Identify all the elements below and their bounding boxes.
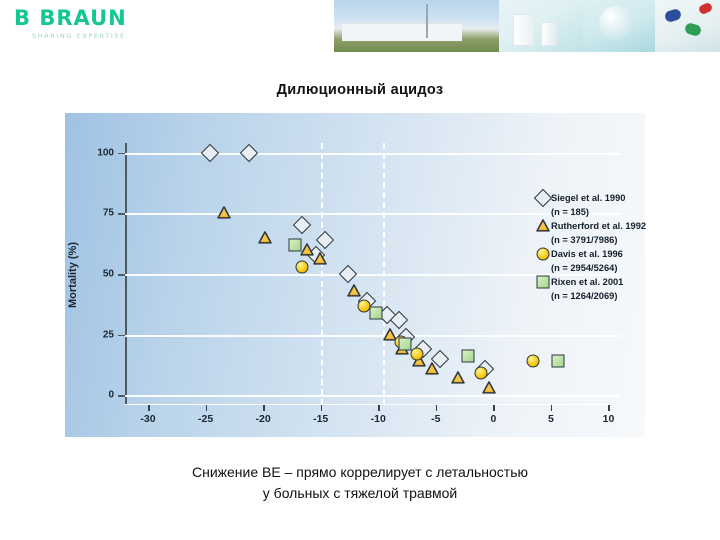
data-point	[258, 230, 273, 244]
x-axis-label: -20	[255, 413, 271, 425]
y-axis-label: 50	[102, 268, 114, 280]
data-point	[482, 381, 496, 394]
y-axis-title: Mortality (%)	[67, 242, 79, 308]
circle-marker-icon	[535, 247, 551, 261]
y-axis-tick	[118, 395, 125, 397]
capsules-photo	[655, 0, 720, 52]
red-capsule-icon	[697, 1, 714, 16]
legend-label: Siegel et al. 1990	[551, 193, 626, 203]
legend-item: Davis et al. 1996	[535, 247, 710, 261]
x-axis-label: -10	[370, 413, 386, 425]
logo-wordmark: B BRAUN	[14, 6, 127, 30]
diamond-marker-icon	[533, 188, 553, 208]
data-point	[551, 354, 565, 368]
gridline	[125, 213, 620, 216]
infusion-photo	[583, 0, 655, 52]
factory-photo	[334, 0, 499, 52]
data-point	[526, 354, 539, 368]
data-point	[410, 347, 424, 361]
legend-sample-size: (n = 2954/5264)	[551, 263, 618, 273]
data-point	[357, 299, 371, 313]
data-point	[461, 349, 475, 363]
caption-line-1: Снижение BE – прямо коррелирует с леталь…	[191, 464, 529, 480]
x-axis-label: -15	[313, 413, 329, 425]
y-axis-tick	[118, 152, 125, 155]
data-point	[450, 371, 465, 384]
gridline	[125, 274, 620, 276]
x-axis-label: -5	[431, 413, 441, 425]
gridline	[125, 395, 620, 398]
caption-line-2: у больных с тяжелой травмой	[262, 485, 458, 501]
triangle-marker-icon	[535, 219, 551, 233]
y-axis-tick	[118, 274, 125, 276]
gridline	[125, 334, 620, 337]
data-point	[288, 238, 302, 252]
chart-container: Mortality (%) 0 25 50 75 100 -30 -25 -20 -15 -10…	[65, 113, 646, 437]
x-axis-label: 10	[602, 413, 615, 425]
x-axis-tick	[608, 405, 610, 411]
data-point	[300, 242, 314, 256]
data-point	[411, 354, 426, 367]
x-axis-tick	[378, 405, 380, 411]
square-marker-icon	[535, 275, 551, 289]
legend-item: Rixen et al. 2001	[535, 275, 710, 289]
gridline	[125, 152, 620, 155]
data-point	[347, 284, 361, 297]
page-header: B BRAUN SHARING EXPERTISE	[0, 0, 720, 56]
brand-logo: B BRAUN SHARING EXPERTISE	[14, 8, 134, 42]
legend-sample-size: (n = 3791/7986)	[551, 235, 618, 245]
data-point	[474, 366, 488, 380]
data-point	[339, 264, 358, 284]
x-axis-label: -25	[197, 413, 214, 425]
data-point	[425, 361, 440, 375]
data-point	[398, 337, 412, 351]
data-point	[316, 230, 335, 250]
data-point	[200, 143, 220, 162]
logo-tagline: SHARING EXPERTISE	[32, 32, 126, 40]
data-point	[293, 216, 312, 235]
legend-item: Rutherford et al. 1992	[535, 219, 710, 233]
x-axis-label: -30	[140, 413, 156, 425]
y-axis-label: 25	[102, 329, 114, 341]
legend-item: Siegel et al. 1990	[533, 188, 710, 208]
y-axis-tick	[118, 213, 125, 215]
x-axis-label: 5	[548, 413, 554, 425]
chart-legend: Siegel et al. 1990 (n = 185) Rutherford et…	[533, 188, 710, 303]
legend-label: Davis et al. 1996	[551, 249, 623, 259]
data-point	[383, 327, 397, 341]
legend-sample-size: (n = 1264/2069)	[551, 291, 618, 301]
y-axis-label: 100	[97, 147, 114, 159]
x-axis-tick	[263, 405, 265, 411]
x-axis-tick	[148, 405, 150, 411]
y-axis-tick	[118, 334, 125, 337]
x-axis-label: 0	[490, 413, 497, 425]
y-axis-label: 75	[102, 207, 114, 219]
x-axis-tick	[493, 405, 495, 411]
dashed-line-right	[382, 143, 385, 405]
x-axis-tick	[320, 405, 323, 411]
dashed-line-left	[320, 143, 323, 405]
data-point	[240, 143, 259, 162]
data-point	[312, 252, 327, 266]
x-axis-line	[125, 403, 620, 405]
x-axis-tick	[435, 405, 438, 411]
bottles-photo	[499, 0, 583, 52]
slide-caption: Снижение BE – прямо коррелирует с леталь…	[0, 462, 720, 504]
data-point	[217, 206, 231, 219]
legend-sample-size: (n = 185)	[551, 207, 589, 217]
data-point	[369, 306, 383, 320]
legend-label: Rixen et al. 2001	[551, 277, 624, 287]
data-point	[295, 260, 309, 274]
header-photo-strip	[334, 0, 720, 52]
plot-area: 0 25 50 75 100 -30 -25 -20 -15 -10 -5 0 5 10 Siegel …	[97, 143, 646, 425]
page-title: Дилюционный ацидоз	[276, 82, 444, 98]
x-axis-tick	[550, 405, 553, 411]
y-axis-label: 0	[108, 389, 114, 401]
x-axis-tick	[205, 405, 208, 411]
legend-label: Rutherford et al. 1992	[551, 221, 647, 231]
